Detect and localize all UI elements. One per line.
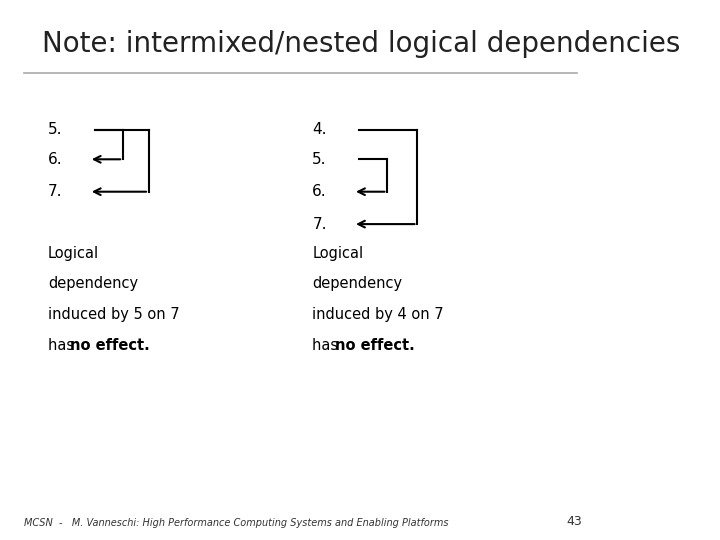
Text: 7.: 7. xyxy=(312,217,327,232)
Text: dependency: dependency xyxy=(312,276,402,292)
Text: 5.: 5. xyxy=(312,152,327,167)
Text: no effect.: no effect. xyxy=(71,338,150,353)
Text: 4.: 4. xyxy=(312,122,327,137)
Text: 5.: 5. xyxy=(48,122,63,137)
Text: has: has xyxy=(48,338,78,353)
Text: has: has xyxy=(312,338,343,353)
Text: dependency: dependency xyxy=(48,276,138,292)
Text: 6.: 6. xyxy=(48,152,63,167)
Text: induced by 5 on 7: induced by 5 on 7 xyxy=(48,307,180,322)
Text: 6.: 6. xyxy=(312,184,327,199)
Text: MCSN  -   M. Vanneschi: High Performance Computing Systems and Enabling Platform: MCSN - M. Vanneschi: High Performance Co… xyxy=(24,518,449,528)
Text: induced by 4 on 7: induced by 4 on 7 xyxy=(312,307,444,322)
Text: Logical: Logical xyxy=(48,246,99,261)
Text: 7.: 7. xyxy=(48,184,63,199)
Text: Note: intermixed/nested logical dependencies: Note: intermixed/nested logical dependen… xyxy=(42,30,680,58)
Text: no effect.: no effect. xyxy=(335,338,414,353)
Text: Logical: Logical xyxy=(312,246,364,261)
Text: 43: 43 xyxy=(567,515,582,528)
